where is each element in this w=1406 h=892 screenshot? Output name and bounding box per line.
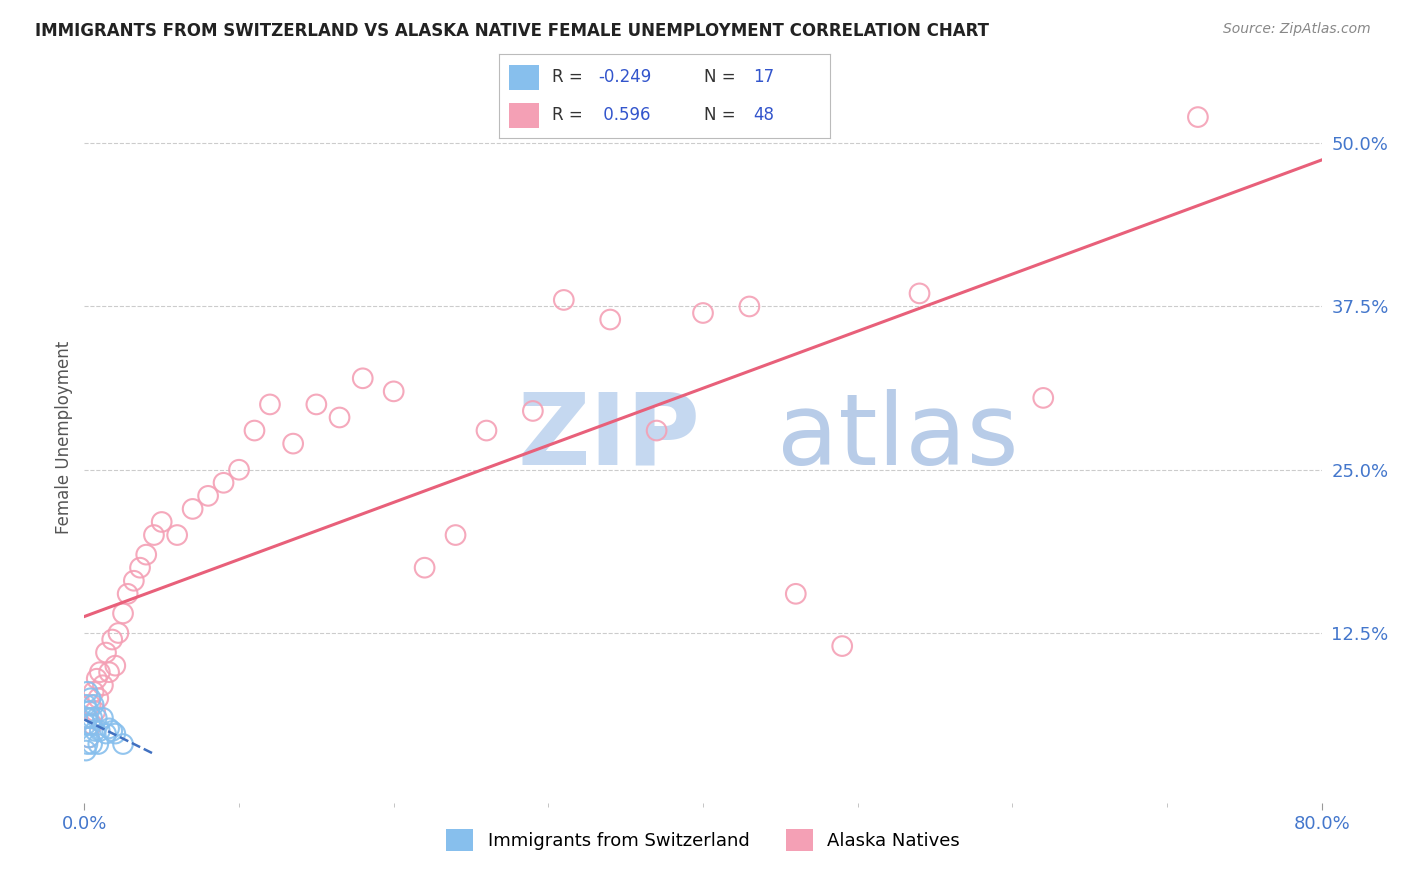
Point bbox=[785, 587, 807, 601]
FancyBboxPatch shape bbox=[509, 103, 538, 128]
Point bbox=[305, 397, 328, 411]
Point bbox=[143, 528, 166, 542]
Text: 0.596: 0.596 bbox=[599, 106, 651, 124]
Point bbox=[94, 646, 117, 660]
Legend: Immigrants from Switzerland, Alaska Natives: Immigrants from Switzerland, Alaska Nati… bbox=[437, 820, 969, 860]
Point bbox=[87, 691, 110, 706]
Point bbox=[75, 698, 97, 712]
Point bbox=[87, 737, 110, 751]
Text: R =: R = bbox=[553, 106, 588, 124]
Point bbox=[98, 722, 121, 736]
Point bbox=[77, 731, 100, 745]
Point bbox=[382, 384, 405, 399]
Point bbox=[475, 424, 498, 438]
Point bbox=[599, 312, 621, 326]
Point bbox=[94, 726, 117, 740]
Point bbox=[692, 306, 714, 320]
Text: IMMIGRANTS FROM SWITZERLAND VS ALASKA NATIVE FEMALE UNEMPLOYMENT CORRELATION CHA: IMMIGRANTS FROM SWITZERLAND VS ALASKA NA… bbox=[35, 22, 990, 40]
Point bbox=[150, 515, 173, 529]
Point bbox=[83, 698, 105, 712]
Point bbox=[212, 475, 235, 490]
Point bbox=[522, 404, 544, 418]
Point bbox=[76, 711, 98, 725]
Text: R =: R = bbox=[553, 68, 588, 86]
Point bbox=[75, 717, 97, 731]
Point bbox=[117, 587, 139, 601]
Point bbox=[82, 711, 104, 725]
FancyBboxPatch shape bbox=[509, 64, 538, 90]
Point bbox=[77, 731, 100, 745]
Point bbox=[553, 293, 575, 307]
Point bbox=[83, 685, 105, 699]
Point bbox=[82, 737, 104, 751]
Text: Source: ZipAtlas.com: Source: ZipAtlas.com bbox=[1223, 22, 1371, 37]
Point bbox=[135, 548, 157, 562]
Point bbox=[101, 723, 124, 738]
Point bbox=[76, 737, 98, 751]
Y-axis label: Female Unemployment: Female Unemployment bbox=[55, 341, 73, 533]
Point bbox=[77, 705, 100, 719]
Point bbox=[91, 678, 114, 692]
Text: 48: 48 bbox=[754, 106, 775, 124]
Point bbox=[413, 560, 436, 574]
Point bbox=[89, 665, 111, 680]
Point bbox=[122, 574, 145, 588]
Point bbox=[84, 705, 107, 719]
Point bbox=[75, 743, 97, 757]
Point bbox=[76, 685, 98, 699]
Point bbox=[76, 711, 98, 725]
Point bbox=[91, 711, 114, 725]
Point bbox=[89, 723, 111, 738]
Text: N =: N = bbox=[704, 106, 741, 124]
Point bbox=[104, 726, 127, 740]
Point bbox=[281, 436, 305, 450]
Point bbox=[1032, 391, 1054, 405]
Point bbox=[107, 626, 129, 640]
Point bbox=[166, 528, 188, 542]
Point bbox=[181, 502, 204, 516]
Point bbox=[86, 672, 108, 686]
Point bbox=[259, 397, 281, 411]
Point bbox=[84, 723, 107, 738]
Point bbox=[228, 463, 250, 477]
Point bbox=[79, 698, 101, 712]
Point bbox=[98, 665, 121, 680]
Point bbox=[197, 489, 219, 503]
Point bbox=[101, 632, 124, 647]
Text: ZIP: ZIP bbox=[517, 389, 700, 485]
Text: N =: N = bbox=[704, 68, 741, 86]
Point bbox=[444, 528, 467, 542]
Point bbox=[645, 424, 668, 438]
Point bbox=[86, 711, 108, 725]
Point bbox=[1187, 110, 1209, 124]
Point bbox=[908, 286, 931, 301]
Text: atlas: atlas bbox=[778, 389, 1019, 485]
Point bbox=[82, 717, 104, 731]
Text: -0.249: -0.249 bbox=[599, 68, 651, 86]
Point bbox=[243, 424, 266, 438]
Point bbox=[112, 737, 135, 751]
Point bbox=[112, 607, 135, 621]
Point bbox=[79, 717, 101, 731]
Point bbox=[738, 300, 761, 314]
Point bbox=[831, 639, 853, 653]
Point bbox=[104, 658, 127, 673]
Point bbox=[328, 410, 352, 425]
Point bbox=[352, 371, 374, 385]
Point bbox=[79, 691, 101, 706]
Point bbox=[129, 560, 152, 574]
Text: 17: 17 bbox=[754, 68, 775, 86]
